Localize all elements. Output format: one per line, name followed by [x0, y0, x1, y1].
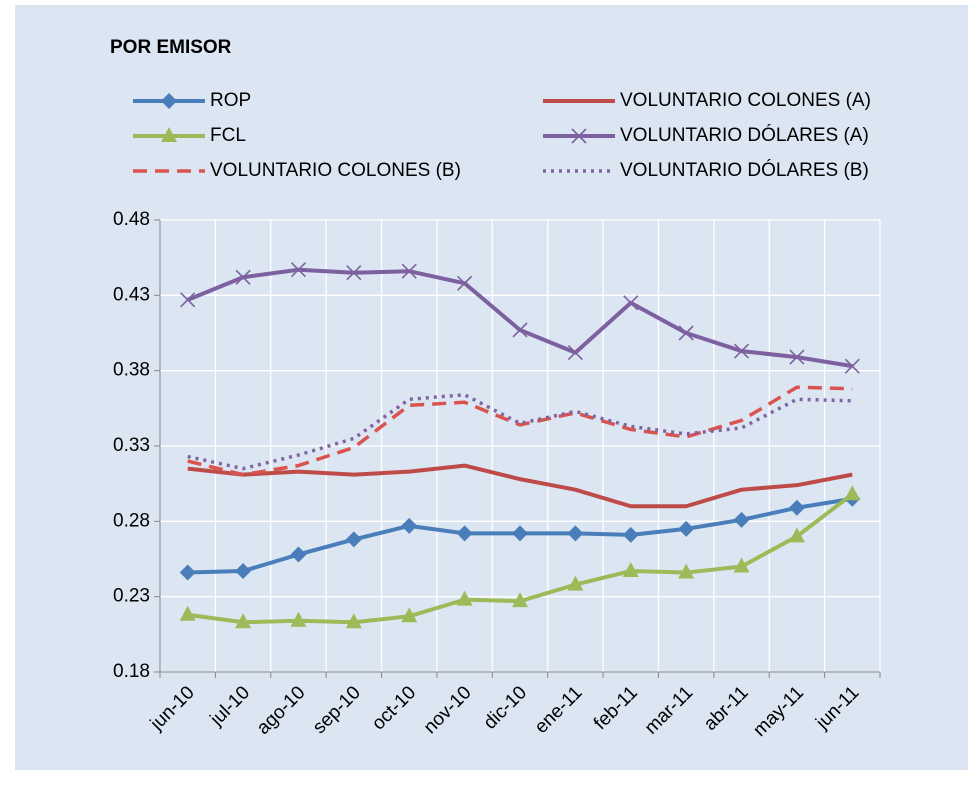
marker-x: [235, 269, 251, 285]
marker-triangle: [512, 592, 528, 608]
y-tick-label: 0.43: [113, 284, 150, 305]
legend-label: ROP: [210, 90, 251, 111]
marker-triangle: [788, 527, 805, 543]
legend-label: VOLUNTARIO DÓLARES (B): [620, 159, 869, 181]
marker-diamond: [788, 499, 805, 516]
marker-diamond: [678, 520, 695, 537]
marker-x: [346, 265, 362, 281]
marker-x: [623, 295, 639, 311]
series-line: [187, 385, 853, 477]
marker-x: [290, 262, 307, 278]
legend-label: VOLUNTARIO COLONES (B): [210, 160, 461, 181]
marker-x: [844, 358, 860, 374]
marker-diamond: [401, 517, 418, 534]
marker-triangle: [844, 485, 861, 501]
marker-x: [512, 322, 528, 338]
marker-triangle: [622, 562, 639, 578]
marker-x: [567, 345, 583, 361]
series-line: [187, 393, 853, 471]
marker-x: [789, 349, 805, 365]
chart-title: POR EMISOR: [110, 37, 232, 58]
legend-label: VOLUNTARIO COLONES (A): [620, 90, 871, 111]
marker-diamond: [235, 563, 252, 580]
y-tick-label: 0.18: [113, 661, 150, 682]
marker-triangle: [567, 575, 584, 591]
y-tick-label: 0.33: [113, 435, 150, 456]
marker-x: [401, 263, 417, 279]
marker-diamond: [179, 564, 196, 581]
marker-triangle: [456, 590, 473, 606]
marker-diamond: [512, 525, 528, 542]
legend-label: VOLUNTARIO DÓLARES (A): [620, 124, 869, 146]
marker-diamond: [456, 525, 473, 542]
marker-diamond: [161, 93, 177, 109]
y-tick-label: 0.38: [113, 360, 150, 381]
y-tick-label: 0.23: [113, 586, 150, 607]
marker-x: [457, 275, 473, 291]
marker-triangle: [161, 127, 177, 142]
y-tick-label: 0.48: [113, 209, 150, 230]
marker-triangle: [401, 607, 418, 623]
marker-x: [571, 128, 587, 144]
marker-x: [733, 343, 750, 359]
series-line: [187, 463, 853, 509]
marker-triangle: [179, 605, 196, 621]
marker-x: [678, 325, 694, 341]
legend-label: FCL: [210, 125, 246, 146]
y-tick-label: 0.28: [113, 510, 150, 531]
marker-diamond: [733, 511, 750, 528]
marker-triangle: [235, 613, 252, 629]
marker-triangle: [733, 557, 750, 573]
marker-diamond: [622, 526, 639, 543]
marker-diamond: [345, 531, 362, 548]
marker-triangle: [678, 563, 695, 579]
marker-x: [180, 292, 196, 308]
marker-triangle: [290, 611, 307, 627]
marker-diamond: [290, 546, 307, 563]
marker-triangle: [345, 613, 362, 629]
marker-diamond: [567, 525, 584, 542]
